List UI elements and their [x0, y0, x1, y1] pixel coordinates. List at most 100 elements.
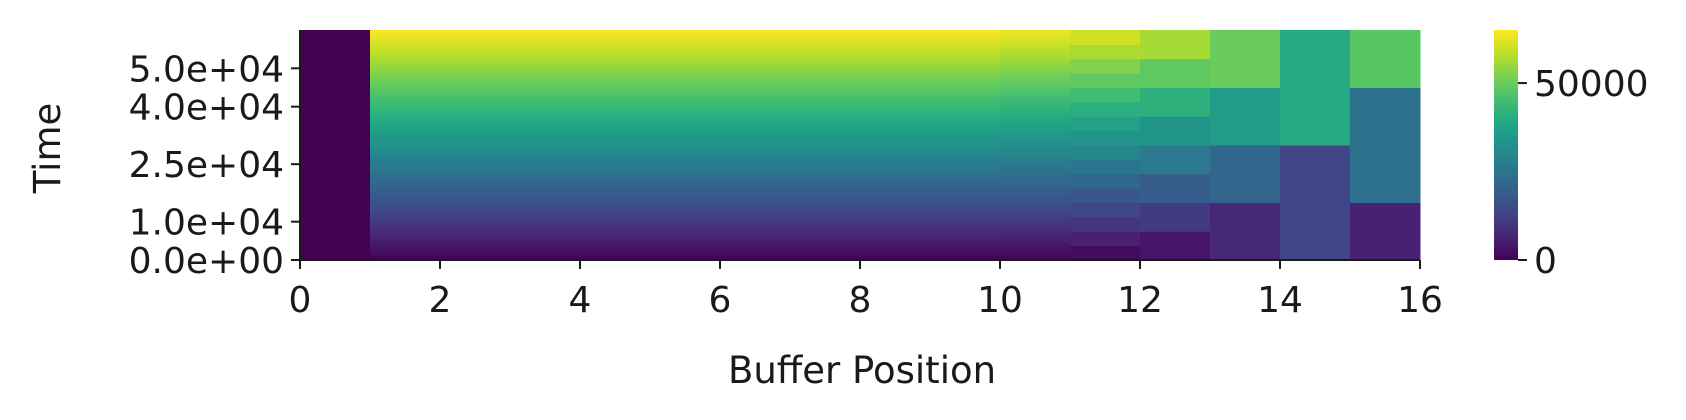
- y-axis: 0.0e+001.0e+04 2.5e+04 4.0e+045.0e+04: [129, 30, 301, 282]
- heatmap-cell: [370, 240, 1001, 244]
- heatmap-cell: [1000, 102, 1071, 108]
- heatmap-cell: [370, 74, 1001, 77]
- y-tick-label: 1.0e+04: [129, 203, 284, 244]
- heatmap-cell: [1000, 156, 1071, 161]
- heatmap-cell: [1000, 122, 1071, 127]
- heatmap-cell: [370, 196, 1001, 200]
- heatmap-cell: [370, 145, 1001, 148]
- colorbar-tick-label: 0: [1534, 241, 1557, 282]
- heatmap-cell: [370, 41, 1001, 44]
- y-tick-label: 4.0e+04: [129, 88, 284, 129]
- heatmap-cell: [1140, 145, 1211, 175]
- heatmap-cell: [370, 189, 1001, 192]
- heatmap-cell: [370, 242, 1001, 246]
- heatmap-cell: [370, 173, 1001, 177]
- heatmap-cell: [1000, 37, 1071, 42]
- heatmap-cell: [370, 194, 1001, 198]
- heatmap-cell: [1280, 30, 1351, 146]
- heatmap-cell: [1000, 240, 1071, 246]
- heatmap-cell: [370, 154, 1001, 157]
- heatmap-cell: [370, 169, 1001, 173]
- heatmap-cell: [370, 143, 1001, 146]
- heatmap-cell: [370, 146, 1001, 150]
- heatmap-cell: [370, 179, 1001, 182]
- heatmap-cell: [1000, 137, 1071, 142]
- heatmap-cell: [1070, 30, 1141, 45]
- heatmap-cell: [370, 168, 1001, 171]
- heatmap-cell: [1000, 33, 1071, 39]
- heatmap-cell: [1000, 60, 1071, 65]
- heatmap-cell: [370, 106, 1001, 110]
- heatmap-cell: [1070, 231, 1141, 247]
- heatmap-cell: [1070, 44, 1141, 60]
- heatmap-cell: [370, 104, 1001, 108]
- heatmap-cell: [1000, 114, 1071, 119]
- heatmap-cell: [370, 56, 1001, 60]
- heatmap-cell: [370, 235, 1001, 238]
- heatmap-cell: [370, 219, 1001, 223]
- heatmap-cell: [370, 252, 1001, 255]
- heatmap-cell: [1000, 49, 1071, 54]
- heatmap-cell: [1000, 175, 1071, 180]
- heatmap-cell: [1070, 188, 1141, 203]
- x-tick-label: 6: [709, 280, 732, 321]
- heatmap-cell: [1000, 148, 1071, 154]
- heatmap-cell: [370, 135, 1001, 138]
- heatmap-cell: [370, 102, 1001, 106]
- heatmap-cell: [370, 45, 1001, 48]
- heatmap-cell: [370, 177, 1001, 180]
- heatmap-cell: [1000, 129, 1071, 134]
- heatmap-cell: [370, 64, 1001, 67]
- heatmap-cell: [370, 210, 1001, 213]
- heatmap-cell: [1210, 30, 1281, 88]
- heatmap-cell: [370, 231, 1001, 234]
- heatmap-cell: [370, 229, 1001, 232]
- colorbar: [1494, 30, 1518, 260]
- heatmap-cell: [370, 76, 1001, 79]
- heatmap-cell: [370, 116, 1001, 119]
- heatmap-cell: [1070, 73, 1141, 88]
- heatmap-cell: [370, 43, 1001, 46]
- heatmap-cell: [1000, 45, 1071, 50]
- heatmap-cell: [370, 68, 1001, 71]
- heatmap-cell: [1000, 233, 1071, 238]
- heatmap-cell: [370, 215, 1001, 219]
- heatmap-cell: [370, 60, 1001, 64]
- heatmap-cell: [370, 133, 1001, 136]
- heatmap-cell: [370, 158, 1001, 161]
- heatmap-cell: [370, 108, 1001, 111]
- heatmap-cell: [1210, 145, 1281, 203]
- heatmap-cell: [370, 191, 1001, 194]
- y-tick-label: 5.0e+04: [129, 49, 284, 90]
- heatmap-cell: [1000, 145, 1071, 150]
- heatmap-cell: [1070, 202, 1141, 218]
- heatmap-cell: [370, 62, 1001, 65]
- heatmap-cell: [370, 30, 1001, 33]
- heatmap-cell: [370, 120, 1001, 123]
- heatmap-cell: [370, 150, 1001, 154]
- heatmap-cell: [1070, 173, 1141, 189]
- heatmap-cell: [1000, 191, 1071, 196]
- y-tick-label: 2.5e+04: [129, 145, 284, 186]
- heatmap-cell: [1350, 30, 1421, 88]
- heatmap-cell: [1000, 183, 1071, 188]
- heatmap-cell: [370, 35, 1001, 39]
- heatmap-cell: [1000, 99, 1071, 104]
- colorbar-ticks: 0 50000: [1518, 64, 1649, 282]
- heatmap-cell: [370, 83, 1001, 87]
- heatmap-cell: [370, 212, 1001, 215]
- x-tick-label: 2: [429, 280, 452, 321]
- heatmap-cell: [1000, 30, 1071, 35]
- heatmap-cell: [370, 112, 1001, 115]
- heatmap-cell: [1140, 202, 1211, 232]
- heatmap-cell: [1000, 217, 1071, 223]
- heatmap-cell: [370, 47, 1001, 50]
- heatmap-cell: [370, 156, 1001, 159]
- y-tick-label: 0.0e+00: [129, 241, 284, 282]
- heatmap-cell: [1000, 248, 1071, 253]
- heatmap-cell: [370, 137, 1001, 140]
- heatmap-cell: [370, 181, 1001, 184]
- heatmap-cell: [370, 125, 1001, 129]
- heatmap-cell: [370, 256, 1001, 259]
